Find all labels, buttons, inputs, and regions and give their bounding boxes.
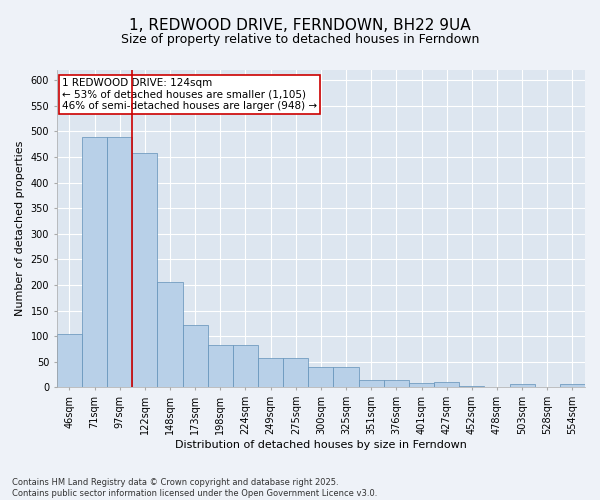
Bar xyxy=(182,325,208,388)
Bar xyxy=(208,346,233,388)
Bar xyxy=(283,358,308,388)
Text: 1, REDWOOD DRIVE, FERNDOWN, BH22 9UA: 1, REDWOOD DRIVE, FERNDOWN, BH22 9UA xyxy=(129,18,471,32)
Bar xyxy=(560,384,585,388)
Bar xyxy=(57,334,82,388)
Bar xyxy=(434,382,459,388)
Bar xyxy=(384,380,409,388)
Bar xyxy=(132,154,157,388)
Text: Size of property relative to detached houses in Ferndown: Size of property relative to detached ho… xyxy=(121,32,479,46)
Text: Contains HM Land Registry data © Crown copyright and database right 2025.
Contai: Contains HM Land Registry data © Crown c… xyxy=(12,478,377,498)
Bar xyxy=(409,382,434,388)
Y-axis label: Number of detached properties: Number of detached properties xyxy=(15,141,25,316)
Bar xyxy=(82,136,107,388)
Bar xyxy=(509,384,535,388)
Bar xyxy=(107,136,132,388)
Bar xyxy=(459,386,484,388)
Bar xyxy=(308,368,334,388)
Bar xyxy=(334,367,359,388)
Bar xyxy=(258,358,283,388)
Bar xyxy=(359,380,384,388)
Bar xyxy=(233,346,258,388)
Bar xyxy=(157,282,182,388)
X-axis label: Distribution of detached houses by size in Ferndown: Distribution of detached houses by size … xyxy=(175,440,467,450)
Text: 1 REDWOOD DRIVE: 124sqm
← 53% of detached houses are smaller (1,105)
46% of semi: 1 REDWOOD DRIVE: 124sqm ← 53% of detache… xyxy=(62,78,317,111)
